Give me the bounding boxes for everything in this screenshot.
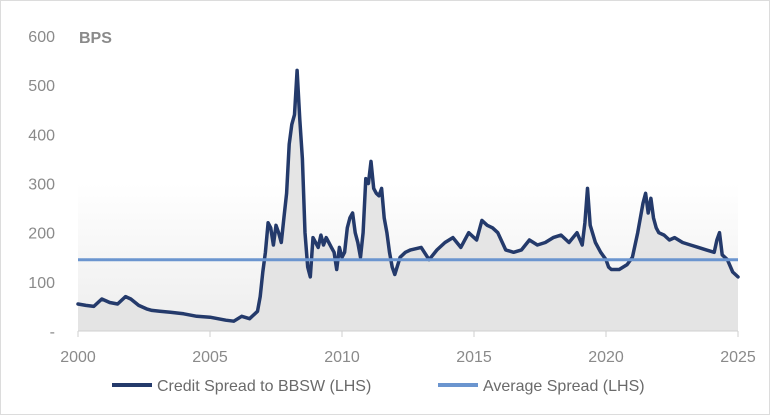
y-tick-label: 600	[28, 29, 55, 46]
credit-spread-area	[78, 70, 738, 332]
x-tick-label: 2010	[324, 349, 360, 366]
legend-item-average-spread: Average Spread (LHS)	[438, 378, 645, 395]
legend-label: Average Spread (LHS)	[483, 378, 645, 395]
x-tick-label: 2015	[456, 349, 492, 366]
y-tick-label: 500	[28, 78, 55, 95]
series-layer	[76, 68, 740, 332]
y-tick-label: 100	[28, 275, 55, 292]
x-tick-label: 2020	[588, 349, 624, 366]
y-tick-label: 300	[28, 177, 55, 194]
y-axis-ticks: - 100 200 300 400 500 600	[28, 29, 55, 341]
y-tick-label: 400	[28, 127, 55, 144]
legend-item-credit-spread: Credit Spread to BBSW (LHS)	[112, 378, 371, 395]
credit-spread-line	[76, 68, 740, 323]
x-axis-ticks: 2000 2005 2010 2015 2020 2025	[60, 331, 756, 366]
y-tick-label: 200	[28, 226, 55, 243]
y-axis-unit-label: BPS	[79, 30, 112, 47]
x-tick-label: 2025	[720, 349, 756, 366]
x-tick-label: 2000	[60, 349, 96, 366]
x-tick-label: 2005	[192, 349, 228, 366]
y-tick-label: -	[50, 324, 55, 341]
legend-label: Credit Spread to BBSW (LHS)	[157, 378, 371, 395]
legend: Credit Spread to BBSW (LHS) Average Sprea…	[112, 378, 645, 395]
